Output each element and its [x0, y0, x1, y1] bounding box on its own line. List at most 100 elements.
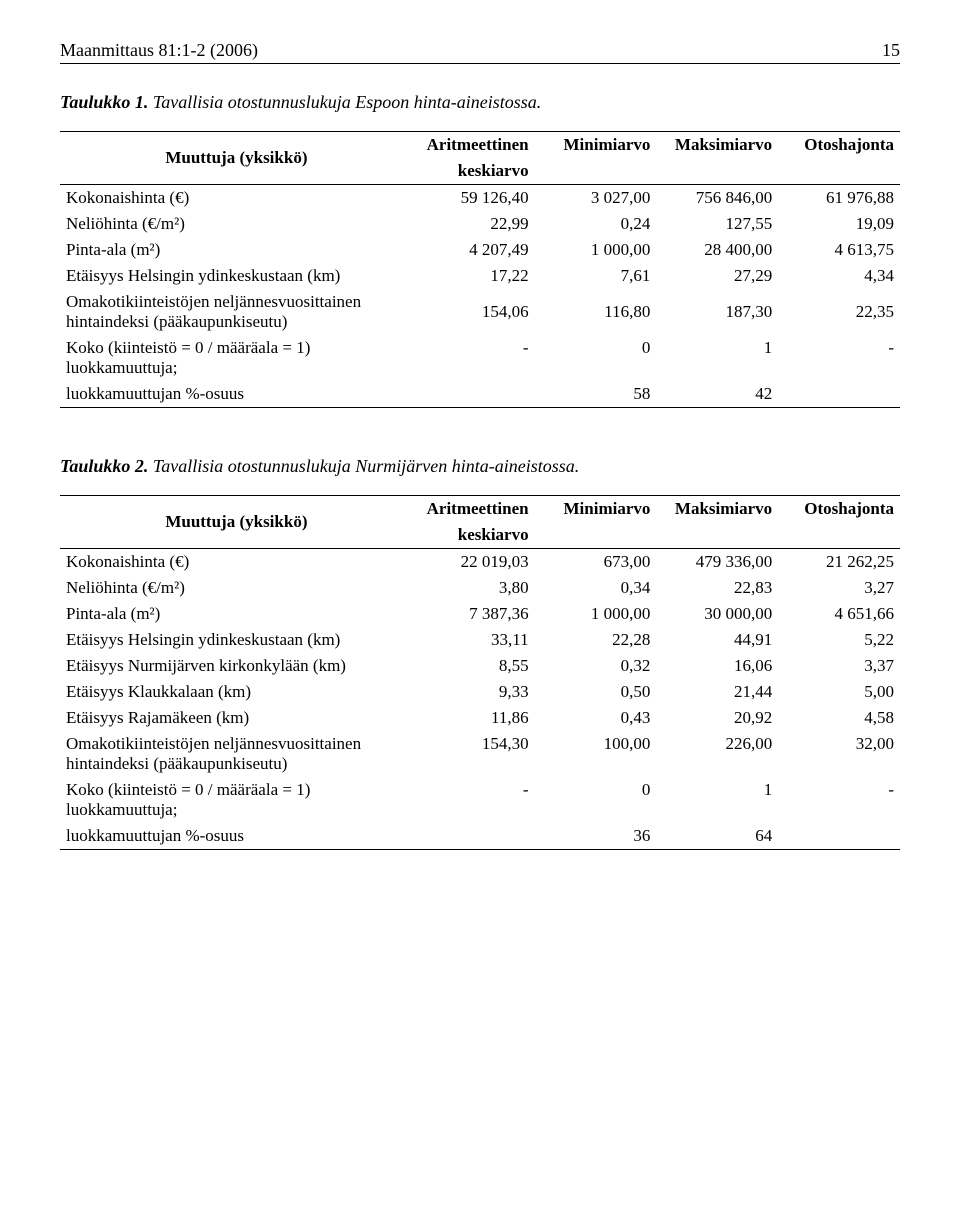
cell: 1 000,00: [535, 601, 657, 627]
table2-h-var: Muuttuja (yksikkö): [60, 496, 413, 549]
table-row: luokkamuuttujan %-osuus 58 42: [60, 381, 900, 408]
cell: 1: [656, 777, 778, 823]
table1-h-c4: Otoshajonta: [778, 132, 900, 185]
table1-h-c3: Maksimiarvo: [656, 132, 778, 185]
cell: 4,34: [778, 263, 900, 289]
cell: 33,11: [413, 627, 535, 653]
table1-caption-text: Tavallisia otostunnuslukuja Espoon hinta…: [148, 92, 541, 112]
table1-h-c1b: keskiarvo: [413, 158, 535, 185]
cell: 17,22: [413, 263, 535, 289]
cell: 22,83: [656, 575, 778, 601]
cell: 4,58: [778, 705, 900, 731]
cell: 58: [535, 381, 657, 408]
cell-label: Etäisyys Nurmijärven kirkonkylään (km): [60, 653, 413, 679]
cell-label: Koko (kiinteistö = 0 / määräala = 1) luo…: [60, 777, 413, 823]
table-row: Etäisyys Klaukkalaan (km) 9,33 0,50 21,4…: [60, 679, 900, 705]
cell: 64: [656, 823, 778, 850]
page-number: 15: [882, 40, 900, 61]
cell: 42: [656, 381, 778, 408]
table1-h-var: Muuttuja (yksikkö): [60, 132, 413, 185]
cell-label: Koko (kiinteistö = 0 / määräala = 1) luo…: [60, 335, 413, 381]
journal-ref: Maanmittaus 81:1-2 (2006): [60, 40, 258, 61]
cell: -: [413, 777, 535, 823]
cell: -: [778, 777, 900, 823]
cell: 8,55: [413, 653, 535, 679]
table-row: Etäisyys Helsingin ydinkeskustaan (km) 1…: [60, 263, 900, 289]
cell: 7 387,36: [413, 601, 535, 627]
table1-caption: Taulukko 1. Tavallisia otostunnuslukuja …: [60, 92, 900, 113]
cell: 22,28: [535, 627, 657, 653]
cell-label: Kokonaishinta (€): [60, 185, 413, 212]
cell: [778, 381, 900, 408]
cell: 187,30: [656, 289, 778, 335]
cell: -: [778, 335, 900, 381]
table-row: Omakotikiinteistöjen neljännesvuosittain…: [60, 289, 900, 335]
cell: 21,44: [656, 679, 778, 705]
cell: 479 336,00: [656, 549, 778, 576]
table-row: Pinta-ala (m²) 7 387,36 1 000,00 30 000,…: [60, 601, 900, 627]
cell: 0,50: [535, 679, 657, 705]
table-row: Etäisyys Rajamäkeen (km) 11,86 0,43 20,9…: [60, 705, 900, 731]
cell: 0,32: [535, 653, 657, 679]
cell: 21 262,25: [778, 549, 900, 576]
cell: 16,06: [656, 653, 778, 679]
table2-h-c1a: Aritmeettinen: [413, 496, 535, 523]
cell: 27,29: [656, 263, 778, 289]
cell-label: Omakotikiinteistöjen neljännesvuosittain…: [60, 731, 413, 777]
cell-label: Omakotikiinteistöjen neljännesvuosittain…: [60, 289, 413, 335]
cell: 116,80: [535, 289, 657, 335]
cell: 22,35: [778, 289, 900, 335]
cell: 30 000,00: [656, 601, 778, 627]
table1-caption-label: Taulukko 1.: [60, 92, 148, 112]
cell: 19,09: [778, 211, 900, 237]
table-row: Kokonaishinta (€) 22 019,03 673,00 479 3…: [60, 549, 900, 576]
table-row: Etäisyys Helsingin ydinkeskustaan (km) 3…: [60, 627, 900, 653]
cell: 36: [535, 823, 657, 850]
cell: 0,24: [535, 211, 657, 237]
page: Maanmittaus 81:1-2 (2006) 15 Taulukko 1.…: [0, 0, 960, 890]
table-row: Etäisyys Nurmijärven kirkonkylään (km) 8…: [60, 653, 900, 679]
cell-label: luokkamuuttujan %-osuus: [60, 381, 413, 408]
cell: 1 000,00: [535, 237, 657, 263]
table1-body: Kokonaishinta (€) 59 126,40 3 027,00 756…: [60, 185, 900, 408]
cell: 127,55: [656, 211, 778, 237]
cell: 3,27: [778, 575, 900, 601]
cell-label: Etäisyys Helsingin ydinkeskustaan (km): [60, 263, 413, 289]
table-row: Omakotikiinteistöjen neljännesvuosittain…: [60, 731, 900, 777]
table-row: Kokonaishinta (€) 59 126,40 3 027,00 756…: [60, 185, 900, 212]
cell: 0: [535, 777, 657, 823]
cell: 3,80: [413, 575, 535, 601]
cell: 3,37: [778, 653, 900, 679]
cell: -: [413, 335, 535, 381]
page-header: Maanmittaus 81:1-2 (2006) 15: [60, 40, 900, 64]
cell-label: Etäisyys Helsingin ydinkeskustaan (km): [60, 627, 413, 653]
table-row: luokkamuuttujan %-osuus 36 64: [60, 823, 900, 850]
cell: 59 126,40: [413, 185, 535, 212]
cell: 4 613,75: [778, 237, 900, 263]
cell: 22,99: [413, 211, 535, 237]
cell-label: Pinta-ala (m²): [60, 601, 413, 627]
cell: [413, 381, 535, 408]
table2-caption-label: Taulukko 2.: [60, 456, 148, 476]
cell: 3 027,00: [535, 185, 657, 212]
cell-label: Neliöhinta (€/m²): [60, 575, 413, 601]
cell: 9,33: [413, 679, 535, 705]
cell: 61 976,88: [778, 185, 900, 212]
cell-label: Etäisyys Klaukkalaan (km): [60, 679, 413, 705]
cell: 226,00: [656, 731, 778, 777]
cell: 0,43: [535, 705, 657, 731]
cell: 0,34: [535, 575, 657, 601]
cell: 11,86: [413, 705, 535, 731]
table-row: Koko (kiinteistö = 0 / määräala = 1) luo…: [60, 777, 900, 823]
cell: 0: [535, 335, 657, 381]
cell: [413, 823, 535, 850]
table2: Muuttuja (yksikkö) Aritmeettinen Minimia…: [60, 495, 900, 850]
cell-label: luokkamuuttujan %-osuus: [60, 823, 413, 850]
cell: 100,00: [535, 731, 657, 777]
table2-body: Kokonaishinta (€) 22 019,03 673,00 479 3…: [60, 549, 900, 850]
cell: 1: [656, 335, 778, 381]
cell-label: Pinta-ala (m²): [60, 237, 413, 263]
cell: 5,22: [778, 627, 900, 653]
cell: 32,00: [778, 731, 900, 777]
cell-label: Etäisyys Rajamäkeen (km): [60, 705, 413, 731]
